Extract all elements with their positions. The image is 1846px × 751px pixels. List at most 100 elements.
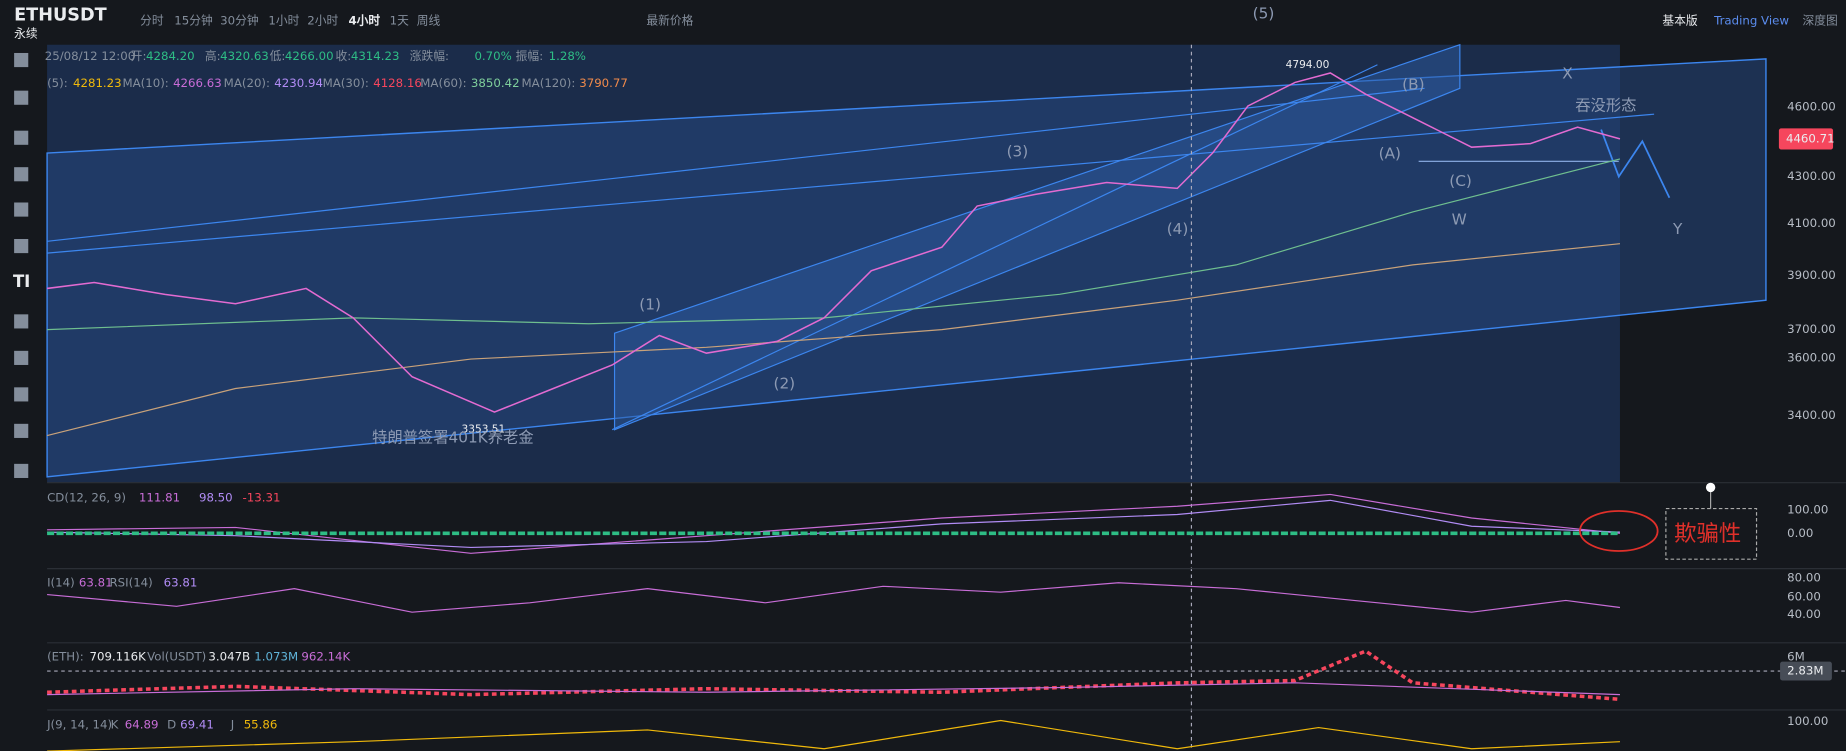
rsi-axis: 60.00	[1787, 589, 1821, 603]
note: 欺骗性	[1674, 521, 1741, 547]
macd-value: 111.81	[139, 490, 180, 504]
tool[interactable]	[14, 202, 29, 217]
rsi-axis: 80.00	[1787, 571, 1821, 585]
ma-line	[46, 243, 1621, 437]
wave-label: Y	[1672, 220, 1683, 238]
ohlc-label: 涨跌幅:	[410, 49, 449, 63]
interval-active[interactable]: 4小时	[348, 14, 380, 28]
wave-label: (1)	[639, 295, 661, 313]
high-label: 4794.00	[1286, 59, 1330, 71]
projection	[1600, 129, 1671, 199]
ohlc-value: 1.28%	[549, 49, 586, 63]
vol-value: 3.047B	[208, 649, 250, 663]
ma-label: (5):	[47, 76, 68, 90]
ma-label: MA(10):	[122, 76, 168, 90]
view-tab[interactable]: 基本版	[1662, 14, 1698, 28]
price-label: 3900.00	[1787, 268, 1836, 282]
price-type[interactable]: 最新价格	[646, 14, 693, 28]
rsi-axis: 40.00	[1787, 607, 1821, 621]
tool[interactable]	[14, 238, 29, 254]
interval[interactable]: 30分钟	[220, 14, 259, 28]
macd-value: -13.31	[243, 490, 281, 504]
event-label: 特朗普签署401K养老金	[372, 428, 534, 446]
wave-label: (C)	[1449, 172, 1472, 190]
vol-marker: 2.83M	[1787, 664, 1823, 678]
kdj-label: J(9, 14, 14)	[46, 718, 112, 732]
tool[interactable]	[14, 130, 29, 145]
note-handle	[1705, 482, 1716, 493]
ma-value: 3790.77	[579, 76, 628, 90]
vol-label: (ETH):	[47, 649, 84, 663]
kdj-line	[47, 719, 1620, 751]
interval[interactable]: 2小时	[307, 14, 338, 28]
rsi-value: 63.81	[164, 575, 198, 589]
price-label: 3600.00	[1787, 350, 1836, 364]
tool[interactable]	[14, 167, 29, 182]
wave-label: (5)	[1253, 5, 1275, 23]
tool[interactable]	[14, 463, 29, 478]
kdj-axis: 100.00	[1787, 714, 1828, 728]
ohlc-value: 0.70%	[474, 49, 511, 63]
interval[interactable]: 15分钟	[174, 14, 213, 28]
macd-axis: 0.00	[1787, 526, 1813, 540]
trend-line	[47, 113, 1655, 254]
tool[interactable]	[14, 423, 29, 438]
pattern-label: 吞没形态	[1575, 96, 1636, 114]
ohlc-label: 收:	[336, 49, 352, 63]
tool[interactable]	[14, 52, 29, 68]
wave-label: (2)	[773, 374, 795, 392]
wave-label: (3)	[1007, 142, 1029, 160]
tool-text[interactable]: TI	[13, 272, 30, 291]
vol-value: 709.116K	[89, 649, 146, 663]
macd-value: 98.50	[199, 490, 233, 504]
interval[interactable]: 分时	[140, 14, 164, 28]
wave-label: (A)	[1379, 145, 1401, 163]
kdj-value: 69.41	[180, 718, 214, 732]
interval[interactable]: 1天	[390, 14, 409, 28]
view-tab[interactable]: Trading View	[1713, 14, 1789, 28]
vol-label: Vol(USDT)	[147, 649, 206, 663]
kdj-value: 55.86	[244, 718, 278, 732]
view-tab[interactable]: 深度图	[1802, 14, 1837, 28]
ohlc-label: 高:	[205, 49, 221, 63]
ma-line	[47, 158, 1621, 331]
ma-label: MA(30):	[323, 76, 369, 90]
symbol[interactable]: ETHUSDT	[14, 5, 107, 25]
ma-label: MA(120):	[522, 76, 576, 90]
time: 25/08/12 12:00	[45, 49, 136, 63]
highlight	[1579, 510, 1659, 552]
tool[interactable]	[14, 90, 29, 105]
ohlc-value: 4266.00	[285, 49, 334, 63]
trend-line	[47, 87, 1425, 242]
wave-label: X	[1562, 65, 1572, 83]
ohlc-value: 4284.20	[146, 49, 195, 63]
price-label: 4600.00	[1787, 100, 1836, 114]
tool[interactable]	[14, 387, 29, 402]
price-label: 4300.00	[1787, 169, 1836, 183]
wave-label: (B)	[1402, 75, 1424, 93]
price-line	[46, 72, 1621, 413]
tool[interactable]	[14, 350, 29, 365]
ma-value: 4230.94	[274, 76, 323, 90]
ohlc-label: 振幅:	[516, 49, 543, 63]
interval[interactable]: 1小时	[268, 14, 299, 28]
toolbar-left[interactable]	[14, 52, 29, 478]
vol-value: 1.073M	[254, 649, 298, 663]
kdj-label: J	[230, 718, 234, 732]
ma-label: MA(20):	[224, 76, 270, 90]
interval[interactable]: 周线	[417, 14, 441, 28]
rsi-value: 63.81	[79, 575, 113, 589]
kdj-label: D	[167, 718, 176, 732]
wave-channel	[613, 43, 1461, 431]
low-label: 3353.51	[462, 424, 506, 436]
ohlc-value: 4314.23	[351, 49, 400, 63]
macd-axis: 100.00	[1787, 502, 1828, 516]
ma-value: 3850.42	[471, 76, 520, 90]
ma-value: 4266.63	[173, 76, 222, 90]
signal-line	[47, 499, 1620, 549]
kdj-label: K	[111, 718, 119, 732]
tool[interactable]	[14, 314, 29, 329]
vol-value: 962.14K	[301, 649, 350, 663]
wave-label: (4)	[1167, 220, 1189, 238]
